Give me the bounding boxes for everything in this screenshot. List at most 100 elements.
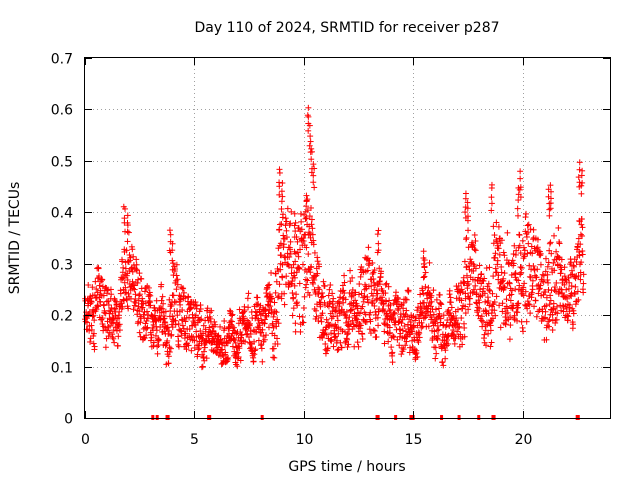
data-point — [486, 287, 493, 294]
data-point — [150, 339, 157, 346]
data-point — [315, 290, 322, 297]
data-point — [349, 317, 356, 324]
data-point — [551, 232, 558, 239]
data-point — [402, 342, 409, 349]
data-point — [319, 334, 326, 341]
data-point-spike — [547, 182, 554, 189]
data-point — [129, 246, 136, 253]
data-point — [179, 307, 186, 314]
data-point — [158, 297, 165, 304]
data-point — [270, 324, 277, 331]
data-point — [356, 280, 363, 287]
data-point — [481, 275, 488, 282]
data-point — [353, 315, 360, 322]
data-point — [486, 286, 493, 293]
data-point — [424, 295, 431, 302]
data-point — [534, 244, 541, 251]
data-point — [499, 278, 506, 285]
data-point — [434, 322, 441, 329]
data-point — [131, 286, 138, 293]
data-point — [387, 301, 394, 308]
data-point — [555, 224, 562, 231]
data-point — [217, 323, 224, 330]
data-point — [472, 265, 479, 272]
data-point — [373, 297, 380, 304]
data-point — [288, 264, 295, 271]
data-point — [87, 338, 94, 345]
data-point — [342, 296, 349, 303]
data-point — [238, 332, 245, 339]
data-point — [335, 324, 342, 331]
data-point — [182, 330, 189, 337]
data-point — [473, 290, 480, 297]
data-point — [271, 332, 278, 339]
data-point — [128, 265, 135, 272]
data-point — [375, 322, 382, 329]
data-point — [302, 231, 309, 238]
data-point — [345, 341, 352, 348]
data-point — [561, 281, 568, 288]
data-point — [157, 304, 164, 311]
data-point — [533, 313, 540, 320]
data-point — [296, 246, 303, 253]
data-point — [160, 300, 167, 307]
data-point — [214, 344, 221, 351]
data-point — [261, 336, 268, 343]
data-point — [462, 303, 469, 310]
data-point — [219, 360, 226, 367]
data-point — [304, 277, 311, 284]
data-point — [568, 290, 575, 297]
data-point — [381, 320, 388, 327]
data-point — [500, 275, 507, 282]
data-point-spike — [576, 166, 583, 173]
data-point — [278, 221, 285, 228]
data-point — [308, 204, 315, 211]
data-point — [173, 261, 180, 268]
data-point — [536, 286, 543, 293]
data-point — [509, 257, 516, 264]
data-point — [555, 290, 562, 297]
data-point — [481, 331, 488, 338]
data-point-spike — [547, 205, 554, 212]
data-point — [480, 318, 487, 325]
data-point-spike — [514, 205, 521, 212]
data-point — [350, 292, 357, 299]
data-point — [472, 237, 479, 244]
data-point — [557, 270, 564, 277]
data-point — [580, 271, 587, 278]
data-point — [283, 273, 290, 280]
data-point-spike — [302, 208, 309, 215]
data-point-spike — [305, 113, 312, 120]
data-point — [485, 298, 492, 305]
data-point — [257, 311, 264, 318]
data-point — [579, 251, 586, 258]
data-point — [89, 284, 96, 291]
data-point — [208, 307, 215, 314]
data-point — [448, 304, 455, 311]
data-point — [420, 274, 427, 281]
data-point — [442, 347, 449, 354]
data-point — [491, 299, 498, 306]
data-point — [307, 234, 314, 241]
data-point-spike — [308, 145, 315, 152]
data-point — [543, 336, 550, 343]
data-point — [275, 320, 282, 327]
data-point — [472, 282, 479, 289]
data-point — [125, 229, 132, 236]
data-point — [92, 278, 99, 285]
data-point — [554, 310, 561, 317]
data-point — [474, 304, 481, 311]
data-point — [361, 317, 368, 324]
data-point — [183, 346, 190, 353]
data-point — [262, 332, 269, 339]
zero-value-marker — [260, 415, 264, 420]
data-point — [347, 307, 354, 314]
data-point — [574, 288, 581, 295]
data-point — [299, 261, 306, 268]
data-point — [482, 327, 489, 334]
data-point — [141, 335, 148, 342]
data-point — [456, 323, 463, 330]
data-point — [524, 222, 531, 229]
data-point — [231, 337, 238, 344]
data-point — [303, 244, 310, 251]
